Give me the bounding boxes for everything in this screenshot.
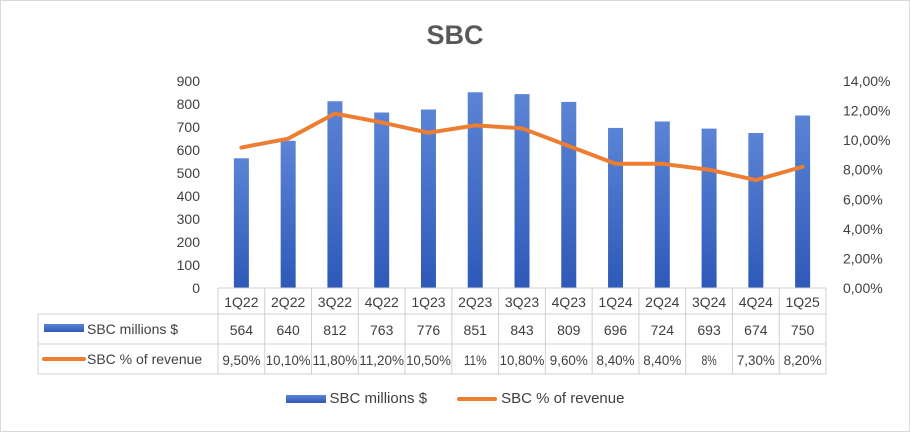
line-value-label: 11% xyxy=(464,352,487,368)
bar xyxy=(795,115,811,288)
line-point xyxy=(802,166,804,168)
line-value-label: 9,50% xyxy=(222,352,260,368)
category-label: 1Q24 xyxy=(598,294,632,310)
bar-value-label: 776 xyxy=(417,322,441,338)
line-value-label: 10,80% xyxy=(500,352,545,368)
bar xyxy=(561,101,577,289)
line-value-label: 8,40% xyxy=(643,352,681,368)
bar-value-label: 724 xyxy=(651,322,675,338)
line-point xyxy=(240,147,242,149)
line-point xyxy=(708,169,710,171)
bar-value-label: 693 xyxy=(697,322,721,338)
bar-value-label: 812 xyxy=(323,322,347,338)
bar xyxy=(514,94,530,288)
legend-item-line: SBC % of revenue xyxy=(457,390,624,407)
line-point xyxy=(661,163,663,165)
line-point xyxy=(427,132,429,134)
bar xyxy=(327,101,343,289)
legend-line-swatch xyxy=(457,396,498,401)
right-tick-label: 8,00% xyxy=(843,162,883,178)
legend-bar-swatch xyxy=(285,394,326,403)
line-point xyxy=(755,179,757,181)
line-point xyxy=(474,124,476,126)
left-tick-label: 100 xyxy=(177,257,201,273)
table-row-header: SBC millions $ xyxy=(87,321,178,337)
category-label: 2Q23 xyxy=(458,294,492,310)
legend-bar-label: SBC millions $ xyxy=(329,390,428,407)
category-label: 2Q24 xyxy=(645,294,679,310)
bar-value-label: 851 xyxy=(464,322,488,338)
category-label: 4Q23 xyxy=(552,294,586,310)
left-tick-label: 300 xyxy=(177,211,201,227)
line-value-label: 11,80% xyxy=(313,352,358,368)
left-tick-label: 600 xyxy=(177,142,201,158)
bar xyxy=(608,127,624,288)
bar xyxy=(233,158,249,288)
bar-value-label: 674 xyxy=(744,322,768,338)
left-tick-label: 200 xyxy=(177,234,201,250)
bar xyxy=(701,128,717,288)
left-tick-label: 500 xyxy=(177,165,201,181)
line-value-label: 8,40% xyxy=(597,352,635,368)
bar xyxy=(374,112,390,288)
line-value-label: 11,20% xyxy=(359,352,404,368)
right-tick-label: 10,00% xyxy=(843,132,890,148)
category-label: 4Q22 xyxy=(365,294,399,310)
line-point xyxy=(287,138,289,140)
line-point xyxy=(615,163,617,165)
bar-value-label: 763 xyxy=(370,322,394,338)
bar-value-label: 640 xyxy=(276,322,300,338)
line-point xyxy=(521,127,523,129)
chart-title: SBC xyxy=(426,20,484,50)
line-value-label: 8,20% xyxy=(784,352,822,368)
table-row-header: SBC % of revenue xyxy=(87,351,202,367)
data-table: 1Q22 564 9,50% 2Q22 640 10,10% 3Q22 812 11,80% 4Q… xyxy=(37,287,827,375)
category-label: 3Q23 xyxy=(505,294,539,310)
bar-value-label: 843 xyxy=(510,322,534,338)
bar-value-label: 564 xyxy=(230,322,254,338)
line-point xyxy=(334,113,336,115)
category-label: 2Q22 xyxy=(271,294,305,310)
left-tick-label: 800 xyxy=(177,96,201,112)
left-tick-label: 400 xyxy=(177,188,201,204)
right-tick-label: 4,00% xyxy=(843,221,883,237)
right-tick-label: 12,00% xyxy=(843,103,890,119)
legend: SBC millions $ SBC % of revenue xyxy=(0,390,910,407)
right-tick-label: 14,00% xyxy=(843,73,890,89)
bar-value-label: 696 xyxy=(604,322,628,338)
line-value-label: 10,10% xyxy=(266,352,311,368)
line-point xyxy=(568,145,570,147)
line-value-label: 7,30% xyxy=(737,352,775,368)
line-value-label: 8% xyxy=(701,352,716,368)
right-tick-label: 0,00% xyxy=(843,280,883,296)
line-value-label: 9,60% xyxy=(550,352,588,368)
bar xyxy=(467,92,483,289)
left-tick-label: 900 xyxy=(177,73,201,89)
line-point xyxy=(381,121,383,123)
line-value-label: 10,50% xyxy=(406,352,451,368)
legend-item-bar: SBC millions $ xyxy=(285,390,428,407)
bar-value-label: 750 xyxy=(791,322,815,338)
bar xyxy=(748,132,764,288)
left-axis-ticks: 0 100 200 300 400 500 600 700 800 900 xyxy=(177,73,201,296)
right-tick-label: 6,00% xyxy=(843,191,883,207)
category-label: 4Q24 xyxy=(739,294,773,310)
category-label: 3Q22 xyxy=(318,294,352,310)
bar xyxy=(420,109,436,289)
bar-value-label: 809 xyxy=(557,322,581,338)
bar xyxy=(280,140,296,288)
bar xyxy=(654,121,670,288)
category-label: 1Q23 xyxy=(411,294,445,310)
category-label: 1Q22 xyxy=(224,294,258,310)
line-series xyxy=(239,111,805,183)
left-tick-label: 700 xyxy=(177,119,201,135)
right-tick-label: 2,00% xyxy=(843,250,883,266)
legend-line-label: SBC % of revenue xyxy=(501,390,625,407)
right-axis-ticks: 0,00% 2,00% 4,00% 6,00% 8,00% 10,00% 12,00% 14,… xyxy=(843,73,890,296)
category-label: 3Q24 xyxy=(692,294,726,310)
table-bar-key xyxy=(44,324,84,332)
left-tick-label: 0 xyxy=(192,280,200,296)
category-label: 1Q25 xyxy=(785,294,819,310)
